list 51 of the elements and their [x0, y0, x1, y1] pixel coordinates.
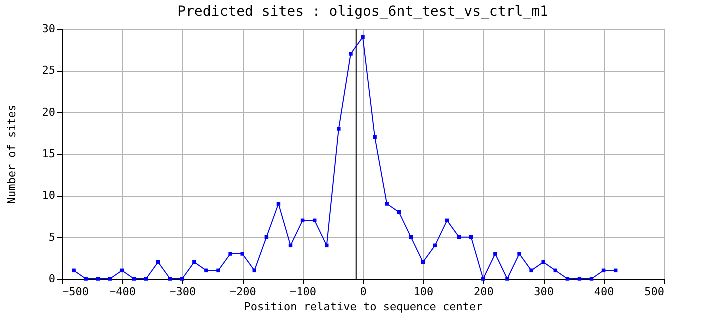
- point: [566, 277, 570, 281]
- y-tick-label: 15: [42, 148, 56, 160]
- x-tick-label: 100: [414, 286, 434, 298]
- x-tick-label: −500: [62, 286, 89, 298]
- point: [578, 277, 582, 281]
- y-tick-label: 10: [42, 189, 56, 202]
- x-tick-label: 0: [360, 286, 367, 298]
- point: [397, 210, 401, 214]
- point: [96, 277, 100, 281]
- x-tick-label: −100: [290, 286, 317, 298]
- y-axis-title: Number of sites: [5, 104, 18, 204]
- chart-title: Predicted sites : oligos_6nt_test_vs_ctrl_m1: [178, 4, 548, 20]
- point: [530, 268, 534, 273]
- point: [518, 252, 522, 256]
- point: [276, 202, 281, 206]
- y-tick-label: 30: [42, 22, 56, 36]
- point: [168, 277, 172, 281]
- point: [204, 268, 208, 273]
- point: [180, 277, 184, 281]
- x-tick-label: −300: [170, 286, 196, 298]
- point: [482, 277, 486, 281]
- x-tick-label: −400: [109, 286, 136, 298]
- point: [373, 135, 377, 140]
- point: [385, 202, 389, 206]
- x-tick-label: 400: [594, 286, 614, 298]
- point: [108, 277, 112, 281]
- point: [506, 277, 510, 281]
- point: [590, 277, 594, 281]
- x-tick-label: −200: [230, 286, 256, 298]
- x-axis-title: Position relative to sequence center: [244, 300, 484, 314]
- point: [494, 252, 498, 256]
- point: [542, 260, 546, 264]
- point: [132, 277, 136, 281]
- point: [325, 244, 329, 248]
- y-tick-label: 25: [42, 64, 56, 78]
- point: [216, 268, 220, 273]
- point: [192, 260, 196, 264]
- point: [349, 52, 353, 56]
- point: [228, 252, 232, 256]
- point: [84, 277, 88, 281]
- x-tick-label: 500: [644, 286, 664, 298]
- point: [72, 268, 76, 273]
- y-tick-label: 20: [42, 106, 56, 119]
- y-tick-label: 0: [48, 272, 56, 286]
- y-tick-label: 5: [48, 230, 56, 244]
- point: [240, 252, 244, 256]
- x-tick-label: 200: [474, 286, 494, 298]
- point: [361, 35, 365, 40]
- x-tick-label: 300: [534, 286, 554, 298]
- point: [144, 277, 148, 281]
- point: [337, 127, 341, 131]
